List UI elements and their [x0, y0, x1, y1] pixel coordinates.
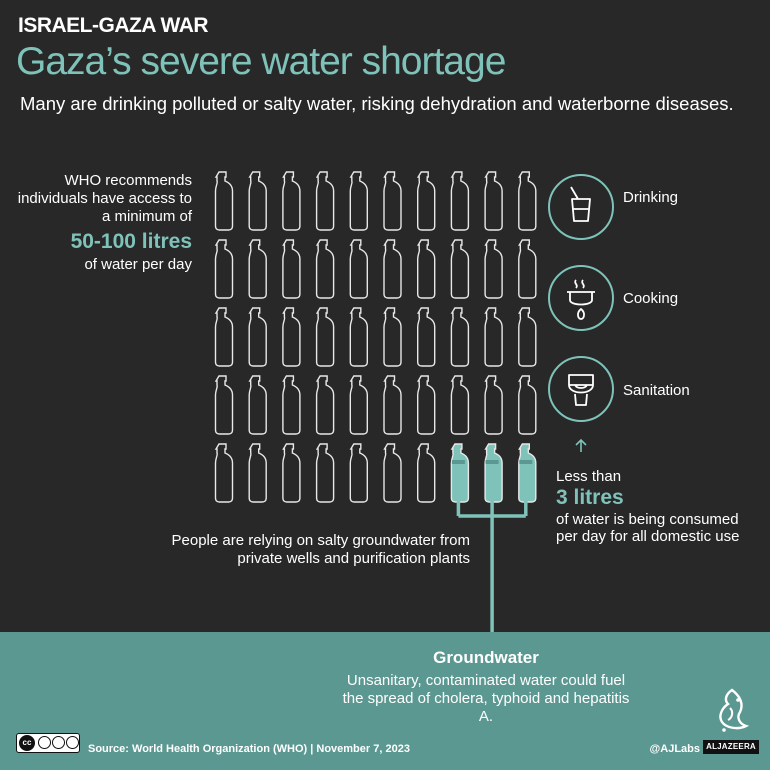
by-icon — [38, 736, 51, 749]
bottle-filled — [518, 443, 537, 503]
groundwater-pipe — [456, 438, 587, 632]
bottle-empty — [484, 307, 503, 367]
consumption-text-2: of water is being consumed per day for a… — [556, 511, 740, 545]
aljazeera-logo-icon — [719, 688, 750, 732]
cc-license-badge: cc — [16, 733, 80, 753]
bottle-empty — [416, 307, 436, 367]
use-label-cooking: Cooking — [623, 290, 679, 307]
bottle-empty — [383, 239, 402, 299]
footer-bar — [0, 730, 770, 770]
bottle-empty — [248, 239, 267, 299]
bottle-empty — [248, 375, 267, 435]
bottle-empty — [214, 239, 234, 299]
bottle-empty — [450, 307, 470, 367]
bottle-empty — [282, 443, 301, 503]
cc-icon: cc — [19, 735, 35, 751]
bottle-empty — [282, 239, 301, 299]
bottle-empty — [450, 171, 470, 231]
who-amount: 50-100 litres — [70, 230, 192, 253]
bottle-empty — [383, 171, 402, 231]
bottle-empty — [450, 375, 470, 435]
bottle-empty — [315, 171, 335, 231]
bottle-empty — [248, 171, 267, 231]
bottle-water-line — [485, 460, 499, 464]
who-text-2: of water per day — [84, 256, 192, 273]
bottle-empty — [416, 239, 436, 299]
toilet-icon — [548, 356, 614, 422]
page-title: Gaza’s severe water shortage — [16, 40, 506, 83]
bottle-empty — [484, 239, 503, 299]
bottle-empty — [248, 443, 267, 503]
cooking-pot-icon — [548, 265, 614, 331]
bottle-empty — [349, 171, 368, 231]
kicker-label: ISRAEL-GAZA WAR — [18, 14, 209, 37]
bottle-empty — [315, 239, 335, 299]
bottle-empty — [214, 171, 234, 231]
bottle-empty — [518, 239, 537, 299]
bottle-empty — [282, 171, 301, 231]
drinking-glass-icon — [548, 174, 614, 240]
bottle-empty — [416, 443, 436, 503]
consumption-note: Less than 3 litres of water is being con… — [556, 468, 756, 545]
bottle-empty — [282, 307, 301, 367]
bottle-empty — [315, 443, 335, 503]
bottle-empty — [315, 375, 335, 435]
use-label-drinking: Drinking — [623, 189, 679, 206]
bottle-empty — [349, 375, 368, 435]
bottle-empty — [383, 307, 402, 367]
bottle-empty — [214, 307, 234, 367]
bottle-filled — [450, 443, 470, 503]
bottle-empty — [349, 307, 368, 367]
use-label-sanitation: Sanitation — [623, 382, 690, 399]
who-recommendation: WHO recommends individuals have access t… — [12, 172, 192, 274]
bottle-empty — [450, 239, 470, 299]
bottle-empty — [416, 375, 436, 435]
bottle-empty — [349, 239, 368, 299]
nc-icon — [52, 736, 65, 749]
bottle-empty — [282, 375, 301, 435]
bottle-empty — [518, 307, 537, 367]
bottle-water-line — [519, 460, 533, 464]
bottle-empty — [383, 375, 402, 435]
bottle-water-line — [451, 460, 465, 464]
bottle-empty — [416, 171, 436, 231]
aljazeera-wordmark: ALJAZEERA — [703, 740, 759, 754]
groundwater-reliance-note: People are relying on salty groundwater … — [171, 532, 471, 567]
groundwater-text: Unsanitary, contaminated water could fue… — [342, 672, 630, 725]
bottle-empty — [518, 375, 537, 435]
bottle-filled — [484, 443, 503, 503]
bottle-empty — [214, 443, 234, 503]
bottle-empty — [248, 307, 267, 367]
bottle-empty — [214, 375, 234, 435]
bottle-empty — [315, 307, 335, 367]
groundwater-title: Groundwater — [433, 648, 539, 667]
sa-icon — [66, 736, 79, 749]
source-credit: Source: World Health Organization (WHO) … — [88, 743, 410, 755]
bottle-empty — [383, 443, 402, 503]
page-subtitle: Many are drinking polluted or salty wate… — [20, 93, 734, 114]
bottle-empty — [518, 171, 537, 231]
consumption-amount: 3 litres — [556, 486, 624, 509]
consumption-text-1: Less than — [556, 468, 622, 485]
bottle-empty — [484, 375, 503, 435]
ajlabs-handle: @AJLabs — [649, 743, 700, 755]
bottle-empty — [349, 443, 368, 503]
arrow-up-icon — [575, 438, 587, 452]
bottle-empty — [484, 171, 503, 231]
who-text-1: WHO recommends individuals have access t… — [17, 172, 192, 225]
bottle-grid — [214, 171, 614, 632]
